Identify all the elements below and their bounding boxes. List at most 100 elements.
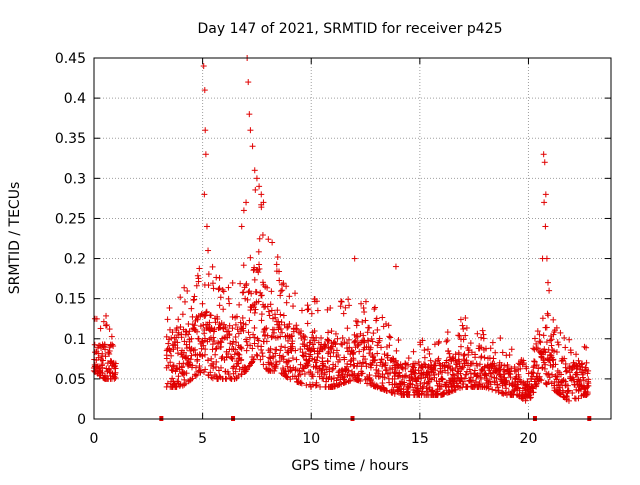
data-point xyxy=(474,330,481,337)
data-point xyxy=(463,324,470,331)
data-point xyxy=(414,382,421,389)
data-point xyxy=(418,375,425,382)
data-point xyxy=(188,352,195,359)
data-point xyxy=(327,304,334,311)
data-point xyxy=(332,330,339,337)
data-point xyxy=(286,293,293,300)
x-tick-label: 10 xyxy=(302,431,320,447)
data-point-spike xyxy=(542,191,549,198)
data-point xyxy=(238,345,245,352)
data-point xyxy=(397,361,404,368)
data-point xyxy=(360,332,367,339)
data-point xyxy=(459,322,466,329)
data-point xyxy=(436,338,443,345)
data-point xyxy=(550,331,557,338)
data-point xyxy=(456,332,463,339)
data-point xyxy=(370,330,377,337)
data-point xyxy=(310,345,317,352)
data-point xyxy=(196,265,203,272)
x-tick-label: 5 xyxy=(198,431,207,447)
data-point xyxy=(212,346,219,353)
data-point xyxy=(386,342,393,349)
data-point-spike xyxy=(243,199,250,206)
data-point xyxy=(509,382,516,389)
data-point xyxy=(211,338,218,345)
data-point xyxy=(491,362,498,369)
data-point-spike xyxy=(256,183,263,190)
y-axis-label: SRMTID / TECUs xyxy=(7,182,23,295)
data-point xyxy=(266,312,273,319)
data-point xyxy=(387,334,394,341)
data-point xyxy=(383,320,390,327)
data-point xyxy=(333,347,340,354)
data-point xyxy=(455,332,462,339)
data-point xyxy=(531,335,538,342)
data-point xyxy=(393,347,400,354)
data-point xyxy=(193,364,200,371)
data-point xyxy=(249,345,256,352)
data-point-spike xyxy=(351,255,358,262)
data-point xyxy=(230,338,237,345)
data-point xyxy=(278,288,285,295)
data-point xyxy=(478,353,485,360)
data-point xyxy=(439,375,446,382)
data-point xyxy=(473,372,480,379)
data-point-spike xyxy=(201,87,208,94)
data-point xyxy=(483,375,490,382)
data-point xyxy=(367,344,374,351)
data-point xyxy=(329,366,336,373)
data-point xyxy=(334,335,341,342)
data-point xyxy=(178,364,185,371)
data-point xyxy=(297,346,304,353)
data-point xyxy=(205,282,212,289)
data-point xyxy=(568,349,575,356)
data-point xyxy=(238,356,245,363)
data-point xyxy=(548,371,555,378)
data-point xyxy=(504,364,511,371)
data-point xyxy=(428,361,435,368)
data-point xyxy=(262,331,269,338)
data-point xyxy=(290,303,297,310)
data-point xyxy=(223,354,230,361)
data-point xyxy=(178,331,185,338)
data-point xyxy=(259,353,266,360)
x-axis-label: GPS time / hours xyxy=(291,458,408,474)
data-point xyxy=(445,347,452,354)
data-point-spike xyxy=(545,279,552,286)
data-point xyxy=(250,356,257,363)
data-point xyxy=(256,265,263,272)
data-point xyxy=(186,338,193,345)
data-point xyxy=(341,356,348,363)
data-point xyxy=(355,372,362,379)
data-point xyxy=(219,286,226,293)
data-point xyxy=(283,299,290,306)
data-point xyxy=(479,367,486,374)
data-point xyxy=(395,337,402,344)
data-point xyxy=(213,363,220,370)
data-point xyxy=(301,336,308,343)
data-point xyxy=(103,312,110,319)
data-point xyxy=(297,371,304,378)
data-point xyxy=(517,365,524,372)
data-point xyxy=(283,283,290,290)
y-tick-label: 0.15 xyxy=(55,292,86,308)
data-point xyxy=(103,321,110,328)
data-point xyxy=(450,372,457,379)
data-point xyxy=(463,357,470,364)
data-point xyxy=(580,377,587,384)
data-point xyxy=(273,346,280,353)
data-point xyxy=(363,360,370,367)
data-point xyxy=(185,331,192,338)
data-point xyxy=(99,350,106,357)
data-point xyxy=(209,280,216,287)
data-point xyxy=(279,287,286,294)
data-point xyxy=(501,362,508,369)
data-point xyxy=(440,391,447,398)
data-point-spike xyxy=(205,247,212,254)
data-point xyxy=(293,356,300,363)
data-point xyxy=(186,328,193,335)
data-point xyxy=(481,354,488,361)
data-point xyxy=(234,326,241,333)
data-point xyxy=(366,350,373,357)
data-point xyxy=(472,354,479,361)
